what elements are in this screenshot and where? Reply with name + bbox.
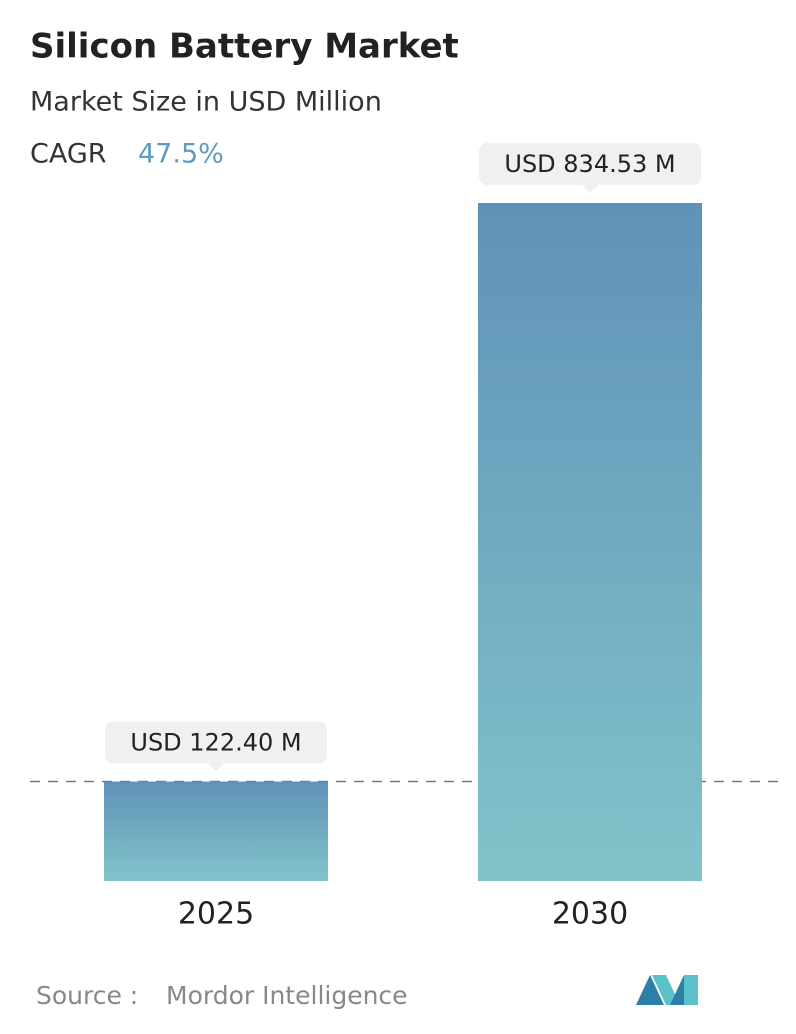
bar (104, 781, 328, 881)
bar (478, 203, 702, 881)
value-label: USD 122.40 M (130, 729, 301, 757)
value-label-box (479, 143, 701, 185)
cagr-value: 47.5% (138, 139, 224, 170)
cagr-label: CAGR (30, 139, 107, 170)
value-label-pointer (208, 763, 224, 772)
value-label-box (105, 721, 327, 764)
plot: USD 122.40 M 2025 USD 834.53 M 2030 (30, 143, 782, 932)
value-label: USD 834.53 M (504, 150, 675, 178)
source: Mordor Intelligence (166, 981, 408, 1010)
x-tick-label: 2030 (552, 897, 628, 932)
x-tick-label: 2025 (178, 897, 254, 932)
source-label: Source : (36, 981, 138, 1010)
value-label-pointer (582, 185, 598, 193)
chart-title: Silicon Battery Market (30, 27, 459, 67)
chart-subtitle: Market Size in USD Million (30, 87, 382, 118)
logo (636, 975, 698, 1005)
